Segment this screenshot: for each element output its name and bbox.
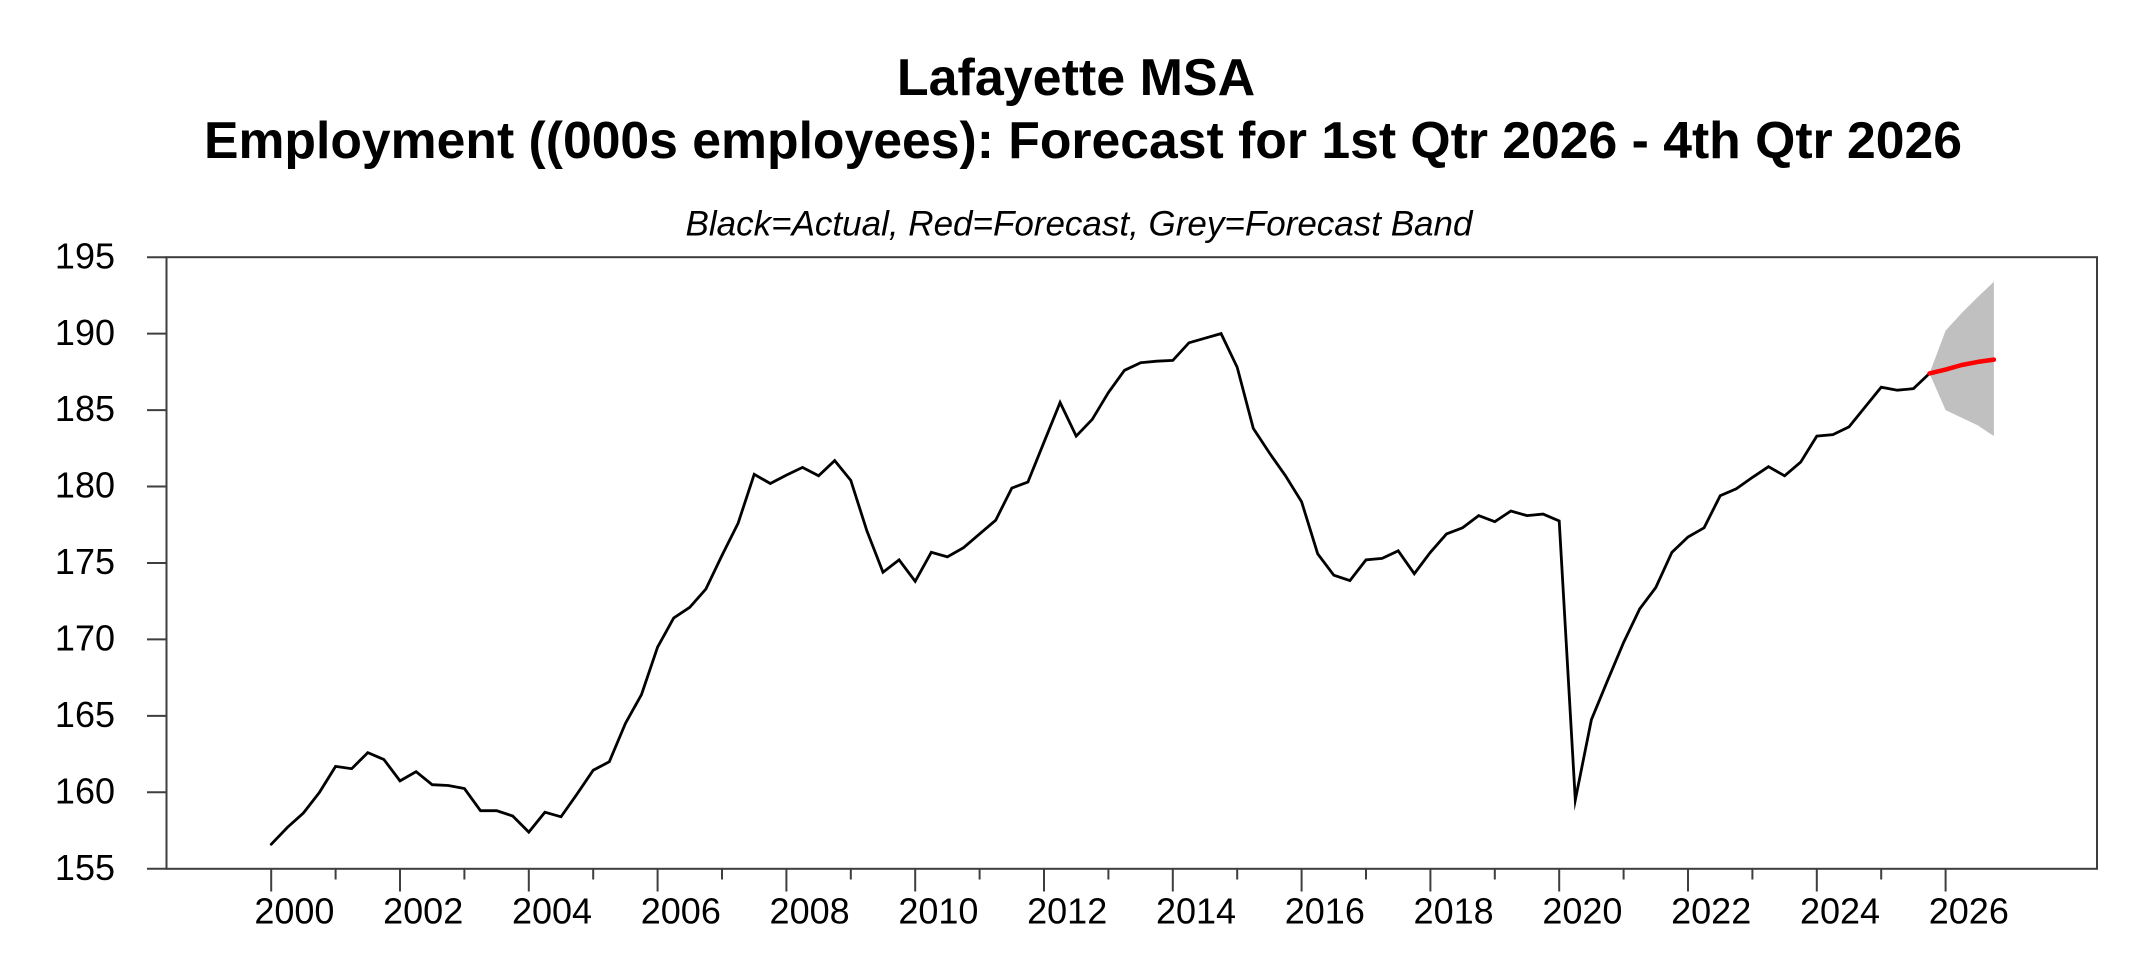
svg-text:185: 185 xyxy=(55,388,115,429)
svg-text:2018: 2018 xyxy=(1414,891,1494,932)
svg-text:2004: 2004 xyxy=(512,891,592,932)
svg-text:2024: 2024 xyxy=(1800,891,1880,932)
svg-text:Lafayette MSA: Lafayette MSA xyxy=(897,49,1255,107)
svg-text:190: 190 xyxy=(55,312,115,353)
svg-text:2016: 2016 xyxy=(1285,891,1365,932)
svg-text:155: 155 xyxy=(55,847,115,888)
svg-text:160: 160 xyxy=(55,770,115,811)
svg-text:165: 165 xyxy=(55,694,115,735)
svg-text:2022: 2022 xyxy=(1671,891,1751,932)
svg-text:2008: 2008 xyxy=(770,891,850,932)
svg-text:195: 195 xyxy=(55,235,115,276)
svg-text:2002: 2002 xyxy=(383,891,463,932)
svg-text:180: 180 xyxy=(55,465,115,506)
svg-text:2020: 2020 xyxy=(1542,891,1622,932)
svg-text:2026: 2026 xyxy=(1929,891,2009,932)
svg-text:2010: 2010 xyxy=(898,891,978,932)
svg-text:170: 170 xyxy=(55,618,115,659)
svg-text:2014: 2014 xyxy=(1156,891,1236,932)
svg-text:2012: 2012 xyxy=(1027,891,1107,932)
svg-text:Black=Actual, Red=Forecast, Gr: Black=Actual, Red=Forecast, Grey=Forecas… xyxy=(686,205,1474,244)
svg-text:2006: 2006 xyxy=(641,891,721,932)
svg-text:2000: 2000 xyxy=(254,891,334,932)
svg-text:Employment ((000s employees):: Employment ((000s employees): Forecast f… xyxy=(204,111,1962,169)
svg-text:175: 175 xyxy=(55,541,115,582)
